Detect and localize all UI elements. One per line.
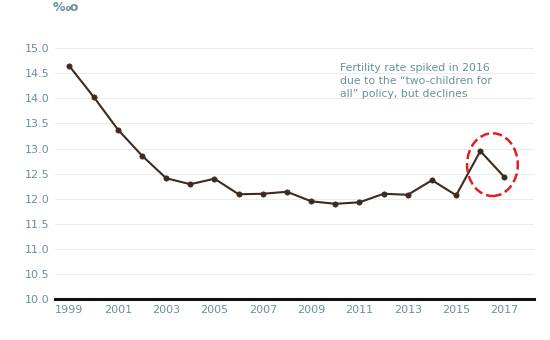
Text: ‰o: ‰o (53, 1, 79, 15)
Text: Fertility rate spiked in 2016
due to the “two-children for
all” policy, but decl: Fertility rate spiked in 2016 due to the… (340, 63, 492, 99)
